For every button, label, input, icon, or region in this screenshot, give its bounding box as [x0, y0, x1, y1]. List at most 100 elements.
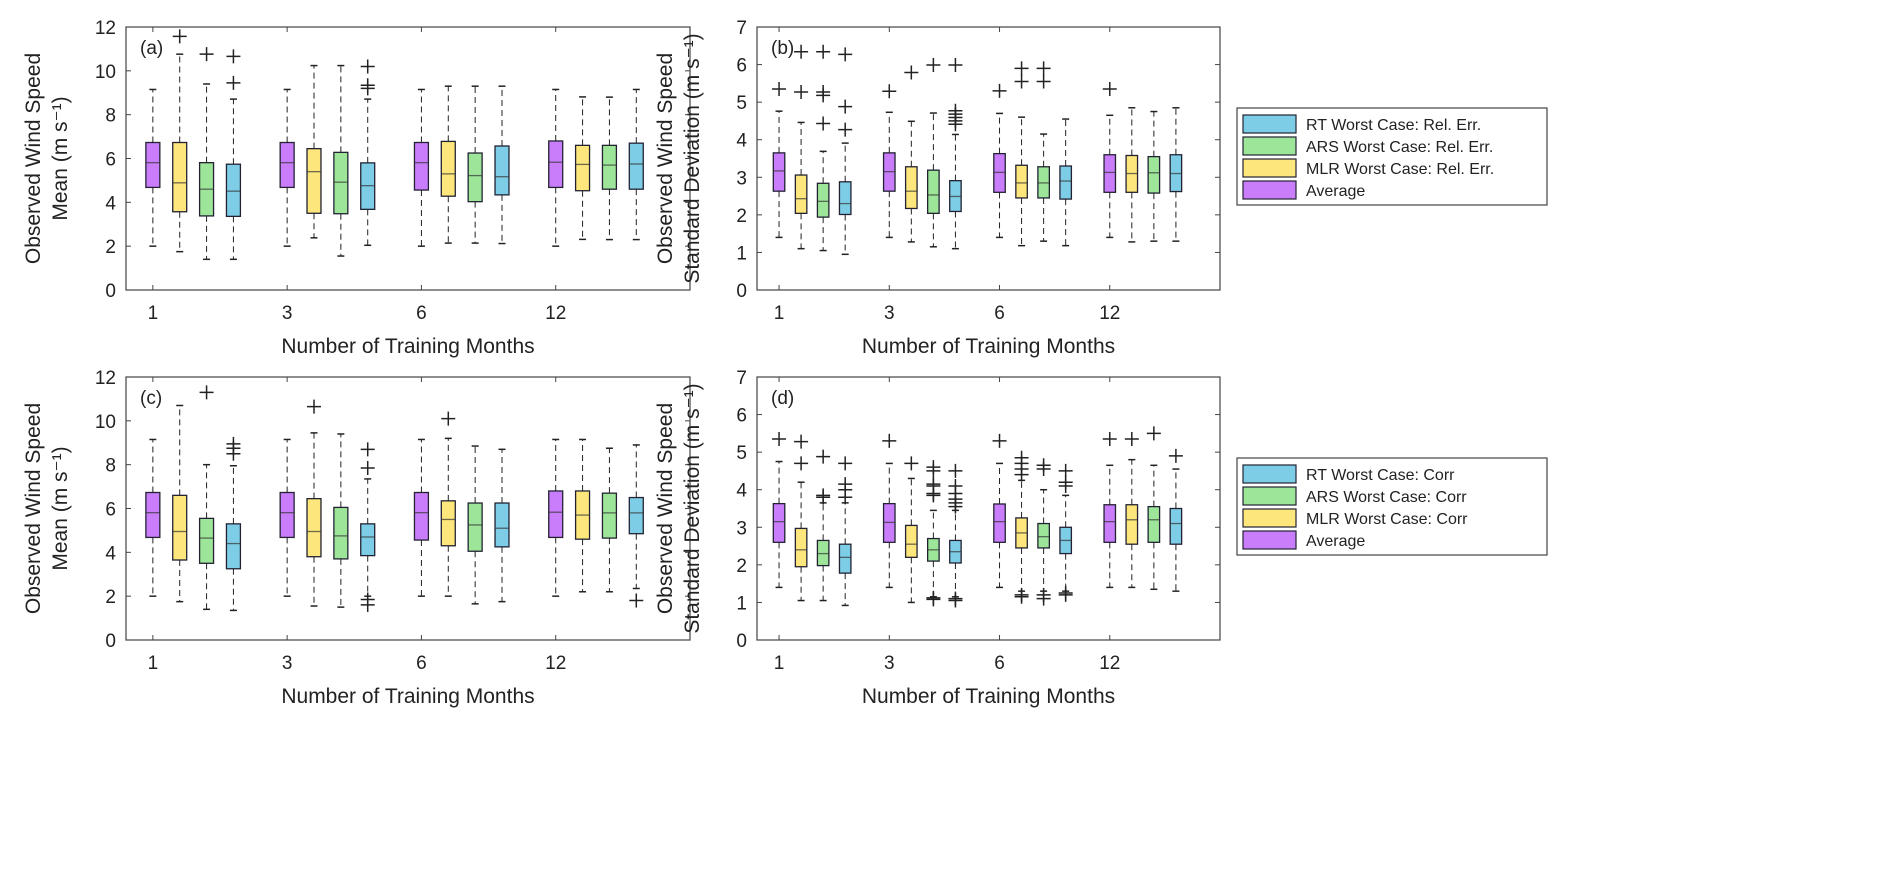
y-tick-label: 5 — [736, 443, 747, 464]
iqr-box — [1147, 505, 1161, 543]
box-ars — [1036, 458, 1051, 606]
box-average — [145, 88, 161, 247]
iqr-box — [198, 517, 215, 564]
panel-c: 0 2 4 6 8 10 12 1 3 6 12 (c) Number of Training Mont… — [22, 368, 691, 708]
outlier-marker — [772, 431, 787, 446]
box-ars — [333, 64, 349, 257]
iqr-box — [794, 527, 808, 568]
box-rt — [1058, 463, 1073, 602]
y-tick-label: 6 — [105, 150, 116, 171]
iqr-box — [838, 181, 852, 216]
outlier-marker — [1146, 426, 1161, 441]
y-tick-label: 7 — [736, 368, 747, 389]
iqr-box — [772, 502, 786, 543]
x-tick-label: 12 — [545, 653, 566, 674]
box-mlr — [1014, 61, 1029, 247]
box-mlr — [306, 64, 322, 239]
iqr-box — [279, 141, 295, 189]
outlier-marker — [926, 590, 941, 605]
iqr-box — [172, 494, 188, 561]
x-tick-label: 6 — [994, 653, 1005, 674]
plot-area — [125, 26, 691, 291]
box-rt — [360, 59, 376, 247]
x-axis-label: Number of Training Months — [281, 335, 534, 358]
x-tick-label: 3 — [884, 303, 895, 324]
outlier-marker — [1168, 448, 1183, 463]
y-axis-label-line1: Observed Wind Speed — [654, 403, 677, 614]
iqr-box — [772, 152, 786, 192]
y-tick-label: 4 — [736, 131, 747, 152]
box-average — [772, 81, 787, 239]
box-average — [279, 438, 295, 597]
y-tick-label: 3 — [736, 518, 747, 539]
iqr-box — [1015, 164, 1028, 199]
y-axis-label-line1: Observed Wind Speed — [22, 403, 45, 614]
iqr-box — [548, 490, 564, 539]
outlier-marker — [1014, 587, 1029, 602]
outlier-marker — [926, 477, 941, 492]
box-average — [992, 83, 1007, 239]
y-tick-label: 4 — [105, 193, 116, 214]
y-tick-label: 12 — [95, 18, 116, 39]
iqr-box — [467, 502, 483, 552]
outlier-marker — [1014, 61, 1029, 76]
box-mlr — [1014, 450, 1029, 604]
outlier-marker — [226, 436, 241, 451]
box-mlr — [904, 456, 919, 604]
y-tick-label: 10 — [95, 62, 116, 83]
iqr-box — [838, 543, 852, 574]
iqr-box — [440, 500, 456, 547]
outlier-marker — [882, 84, 897, 99]
box-rt — [1168, 448, 1183, 592]
outlier-marker — [838, 47, 853, 62]
box-ars — [601, 96, 618, 241]
y-axis-label-line1: Observed Wind Speed — [654, 53, 677, 264]
box-average — [772, 431, 787, 589]
x-tick-label: 12 — [1099, 303, 1120, 324]
y-axis-label-line1: Observed Wind Speed — [22, 53, 45, 264]
iqr-box — [1037, 522, 1051, 549]
outlier-marker — [838, 456, 853, 471]
legend: RT Worst Case: Corr ARS Worst Case: Corr M… — [1236, 457, 1548, 556]
legend-label: MLR Worst Case: Rel. Err. — [1306, 161, 1494, 178]
outlier-marker — [948, 478, 963, 493]
box-rt — [1169, 107, 1183, 242]
outlier-marker — [992, 433, 1007, 448]
x-axis-label: Number of Training Months — [862, 685, 1115, 708]
outlier-marker — [904, 65, 919, 80]
outlier-marker — [816, 116, 831, 131]
x-tick-label: 3 — [884, 653, 895, 674]
box-average — [413, 88, 430, 247]
y-tick-label: 0 — [105, 631, 116, 652]
outlier-marker — [360, 460, 375, 475]
box-ars — [1146, 426, 1161, 591]
box-rt — [838, 456, 853, 607]
iqr-box — [628, 496, 644, 535]
outlier-marker — [794, 84, 809, 99]
iqr-box — [494, 145, 510, 196]
box-rt — [838, 47, 853, 256]
outlier-marker — [1014, 450, 1029, 465]
y-tick-label: 0 — [105, 281, 116, 302]
box-rt — [360, 442, 376, 612]
box-ars — [601, 447, 618, 593]
outlier-marker — [1058, 586, 1073, 601]
legend-swatch-ars — [1242, 486, 1297, 506]
y-tick-label: 4 — [736, 481, 747, 502]
outlier-marker — [816, 84, 831, 99]
outlier-marker — [948, 463, 963, 478]
outlier-marker — [948, 103, 963, 118]
legend-swatch-mlr — [1242, 158, 1297, 178]
outlier-marker — [794, 44, 809, 59]
outlier-marker — [948, 591, 963, 606]
box-mlr — [574, 438, 591, 593]
box-ars — [198, 47, 215, 261]
box-rt — [628, 444, 644, 608]
outlier-marker — [1036, 61, 1051, 76]
outlier-marker — [772, 81, 787, 96]
box-mlr — [574, 96, 591, 241]
plot-area — [125, 376, 691, 641]
x-tick-label: 1 — [148, 653, 159, 674]
x-axis-label: Number of Training Months — [862, 335, 1115, 358]
